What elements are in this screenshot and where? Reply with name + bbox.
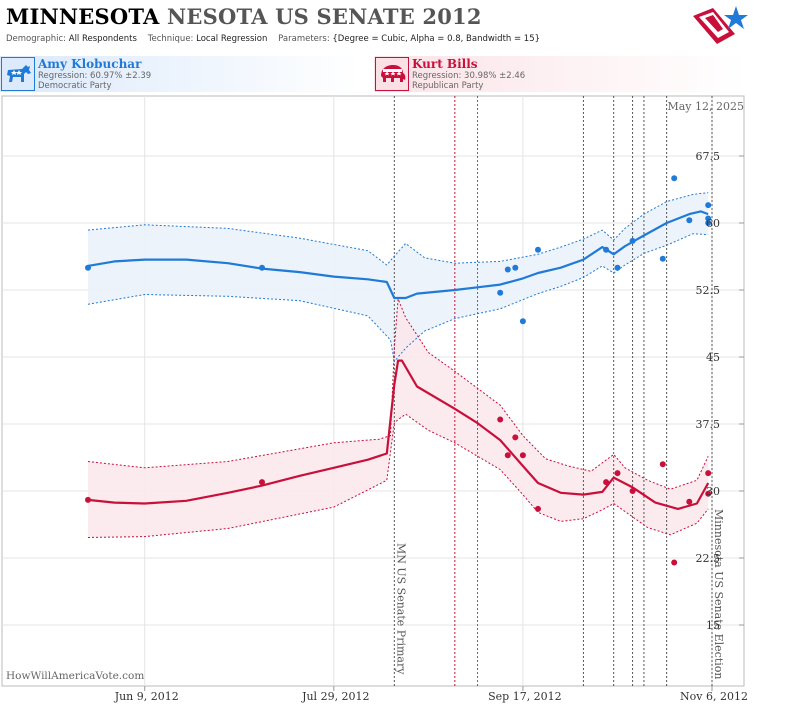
event-label-election: Minnesota US Senate Election [712,509,725,679]
y-tick-label: 15 [706,619,720,632]
confidence-band-bills [88,298,709,538]
poll-point-klobuchar [535,246,541,253]
x-tick-label: Nov 6, 2012 [680,690,748,703]
confidence-bands [88,192,709,538]
regression-line-bills [87,359,710,510]
event-label-primary: MN US Senate Primary [394,543,407,675]
poll-point-klobuchar [519,318,526,325]
poll-point-klobuchar [603,246,610,253]
regression-value-bills: Regression: 30.98% ±2.46 [412,71,526,81]
poll-point-bills [603,479,610,486]
poll-point-bills [614,470,621,477]
legend-democrat: Amy Klobuchar Regression: 60.97% ±2.39 D… [0,56,360,92]
poll-point-klobuchar [259,264,265,271]
poll-point-klobuchar [504,266,511,273]
party-klobuchar: Democratic Party [38,81,112,91]
poll-point-bills [705,490,712,497]
poll-point-bills [259,479,265,486]
title-subtitle: NESOTA US SENATE 2012 [167,4,482,29]
watermark: HowWillAmericaVote.com [6,670,144,682]
poll-chart: MN US Senate Primary Minnesota US Senate … [1,95,748,703]
poll-point-bills [705,470,712,477]
parameters-value: {Degree = Cubic, Alpha = 0.8, Bandwidth … [332,34,541,44]
band-upper-bills [87,298,709,490]
x-tick-label: Jun 9, 2012 [114,690,179,703]
technique-label: Technique: [147,34,194,44]
chart-date: May 12, 2025 [667,100,744,113]
donkey-icon [1,57,35,91]
technique-value: Local Regression [196,34,268,44]
poll-point-bills [504,452,511,459]
poll-point-bills [535,505,541,512]
demographic-value: All Respondents [68,34,137,44]
poll-point-klobuchar [705,202,712,209]
poll-points [85,175,712,566]
candidate-name-bills: Kurt Bills [412,57,478,71]
poll-point-klobuchar [85,264,91,271]
regression-value-klobuchar: Regression: 60.97% ±2.39 [38,71,152,81]
confidence-band-klobuchar [88,192,709,362]
poll-point-bills [629,488,636,494]
demographic-label: Demographic: [6,34,67,44]
y-tick-label: 30 [706,485,720,498]
poll-point-bills [686,498,693,505]
poll-point-klobuchar [512,264,519,271]
flag-star-icon[interactable] [691,4,749,48]
y-tick-label: 60 [706,217,720,230]
poll-point-klobuchar [614,264,621,271]
poll-point-bills [659,461,666,468]
elephant-icon [375,57,409,91]
band-lower-klobuchar [87,233,709,363]
poll-point-bills [512,434,519,441]
poll-point-klobuchar [705,215,712,222]
chart-axes: Jun 9, 2012 Jul 29, 2012 Sep 17, 2012 Nov 6… [114,150,748,703]
y-tick-label: 52.5 [696,284,721,297]
party-bills: Republican Party [412,81,484,91]
legend-republican: Kurt Bills Regression: 30.98% ±2.46 Repu… [374,56,746,92]
candidate-name-klobuchar: Amy Klobuchar [38,57,142,71]
y-tick-label: 67.5 [696,150,721,163]
poll-point-klobuchar [686,217,693,224]
parameter-line: Demographic: All Respondents Technique: … [6,34,540,44]
poll-point-klobuchar [629,237,636,244]
event-lines: MN US Senate Primary Minnesota US Senate … [393,96,725,686]
band-upper-klobuchar [87,192,709,266]
x-tick-label: Sep 17, 2012 [488,690,562,703]
poll-point-bills [671,559,678,566]
plot-frame [1,95,745,687]
poll-point-bills [519,452,526,459]
poll-point-bills [85,496,91,503]
poll-point-klobuchar [497,289,504,296]
page-title: MINNESOTA NESOTA US SENATE 2012 [6,4,482,29]
parameters-label: Parameters: [278,34,330,44]
y-tick-label: 22.5 [696,552,721,565]
y-tick-label: 37.5 [696,418,721,431]
poll-point-bills [497,416,504,423]
poll-point-klobuchar [671,175,678,182]
poll-point-klobuchar [659,255,666,262]
title-state: MINNESOTA [6,4,160,29]
x-tick-label: Jul 29, 2012 [301,690,370,703]
y-tick-label: 45 [706,351,720,364]
poll-point-klobuchar [705,220,712,226]
